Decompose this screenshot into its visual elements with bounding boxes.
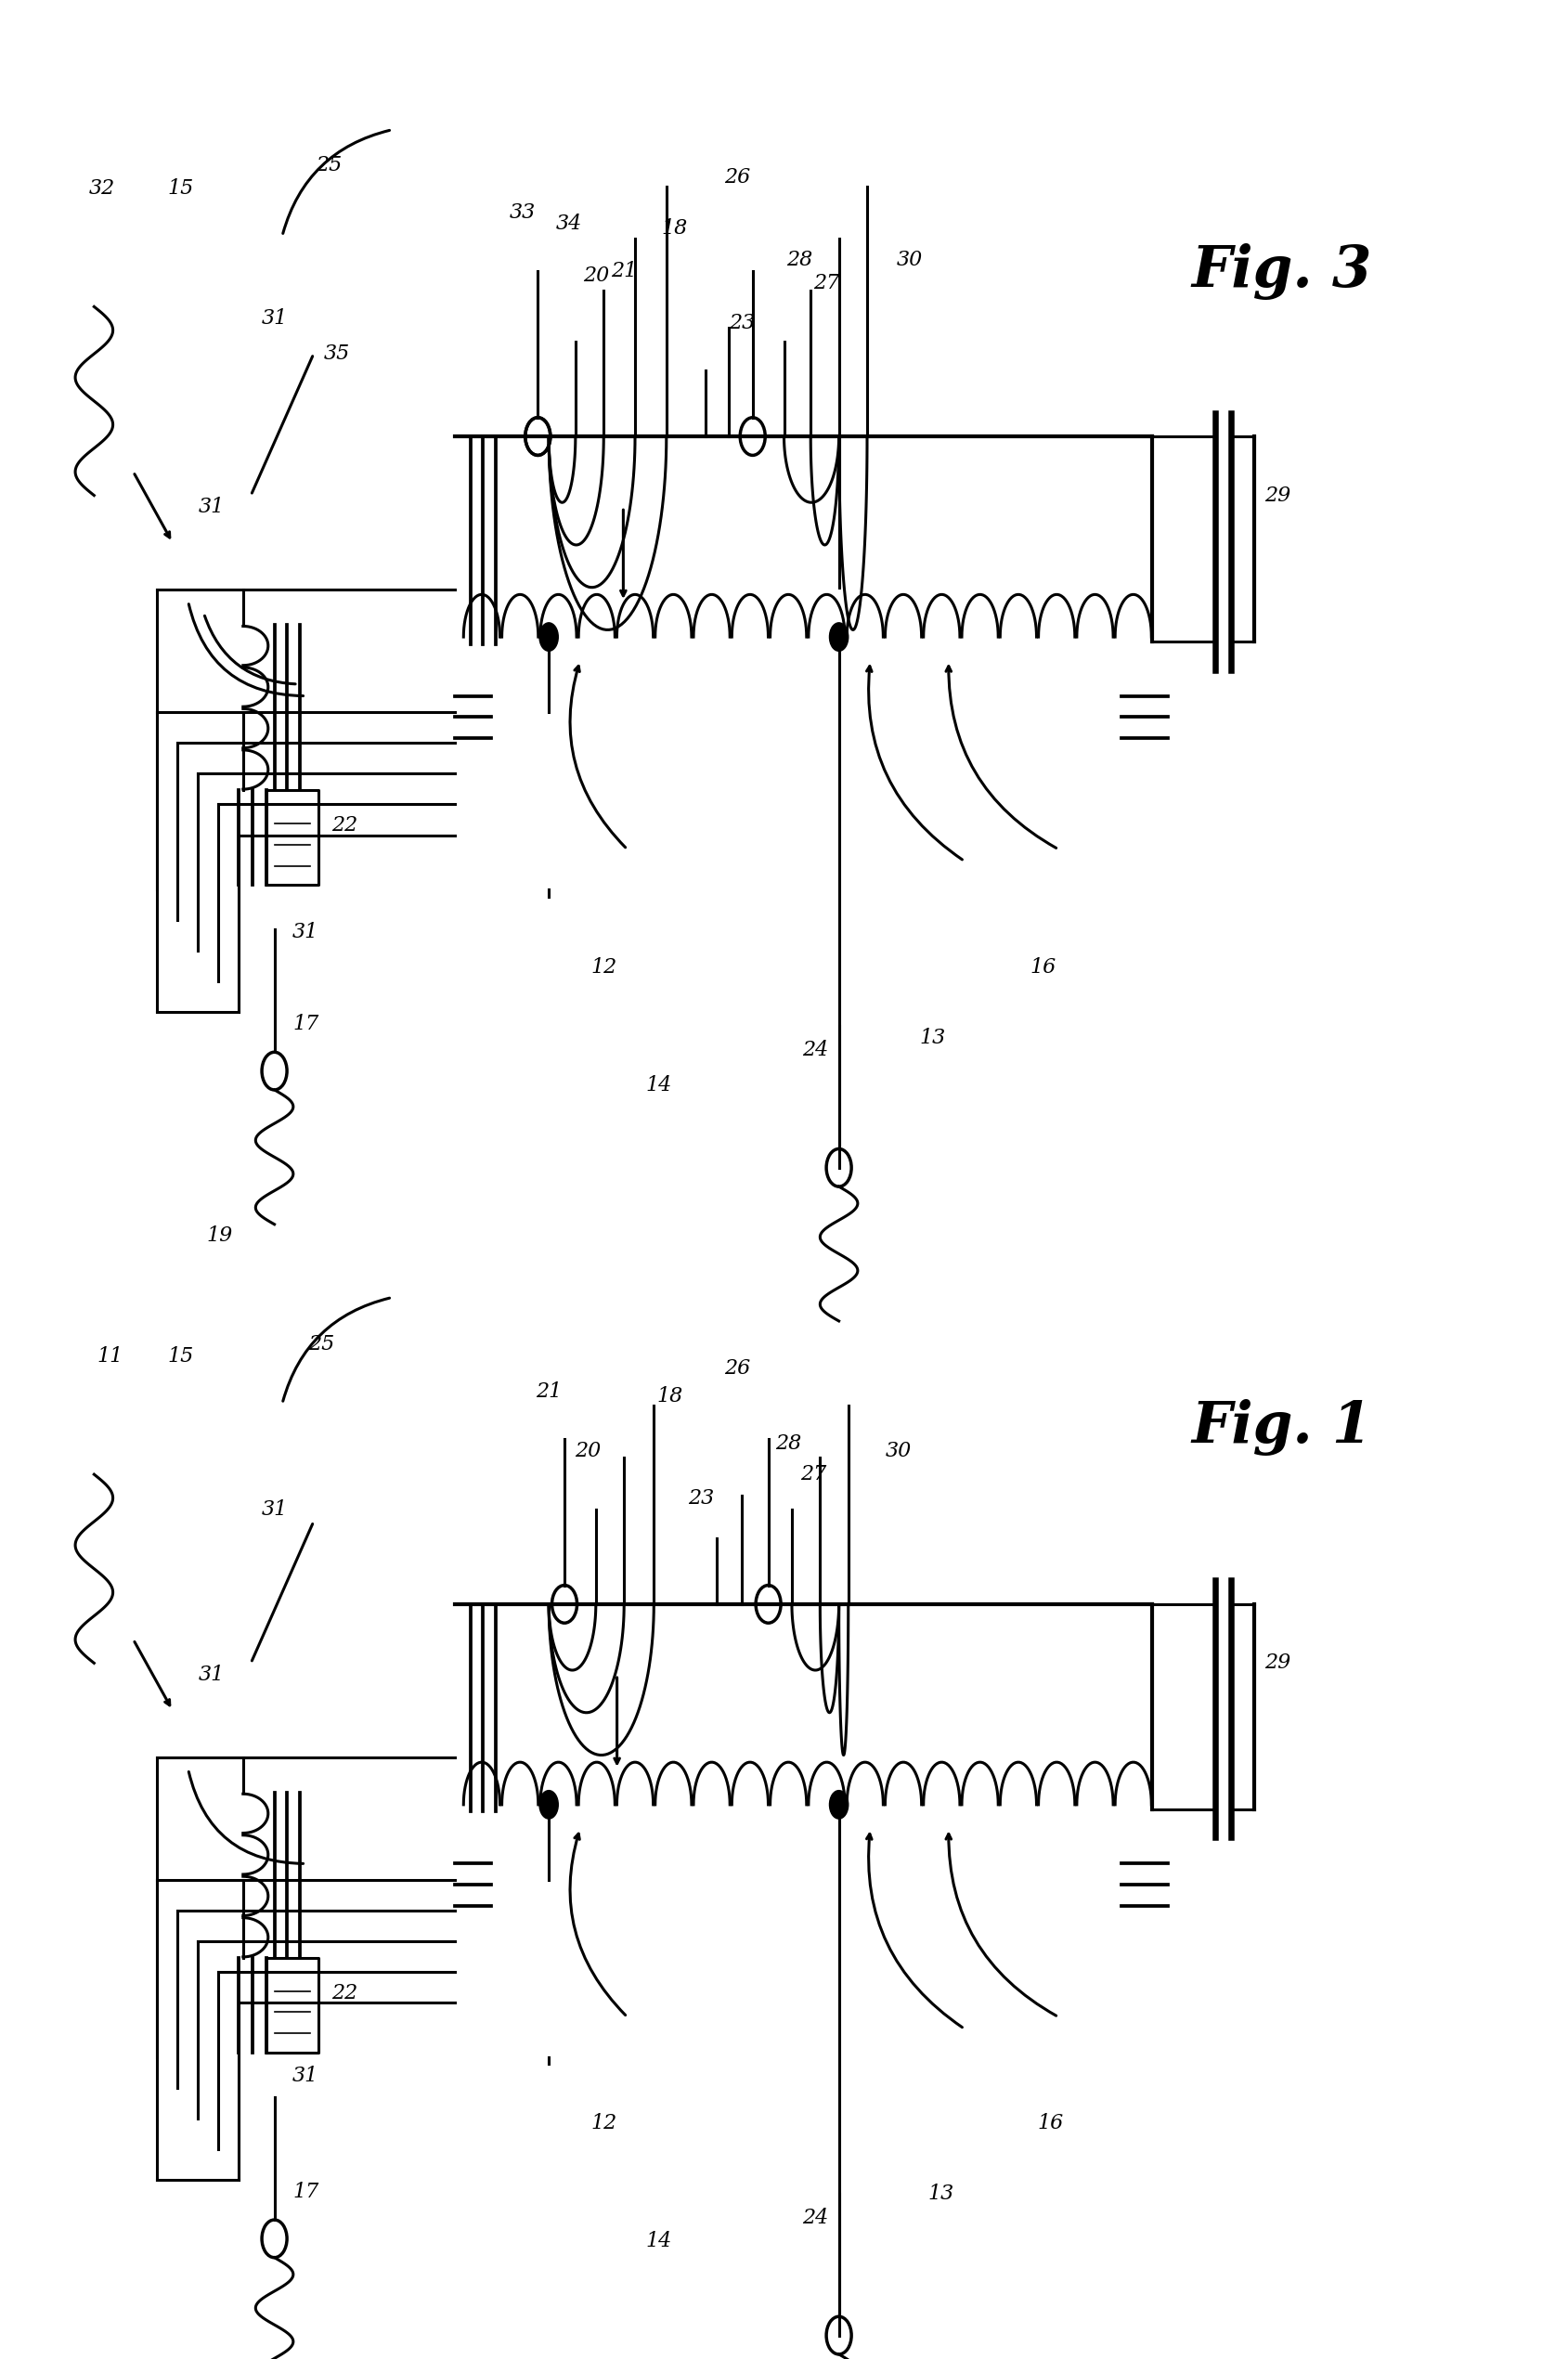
Text: 22: 22 xyxy=(332,816,358,835)
Text: 30: 30 xyxy=(897,250,922,269)
Circle shape xyxy=(539,1790,558,1819)
Text: 12: 12 xyxy=(591,2114,616,2133)
Text: 24: 24 xyxy=(803,1040,828,1059)
Text: 29: 29 xyxy=(1265,1654,1290,1673)
Text: 28: 28 xyxy=(787,250,812,269)
Text: 21: 21 xyxy=(536,1382,561,1401)
Text: 18: 18 xyxy=(657,1387,682,1406)
Text: 26: 26 xyxy=(724,167,750,186)
Text: 31: 31 xyxy=(262,309,287,328)
Text: 17: 17 xyxy=(293,2182,318,2201)
Text: 29: 29 xyxy=(1265,486,1290,505)
Text: 11: 11 xyxy=(97,1347,122,1366)
Text: 27: 27 xyxy=(814,274,839,293)
Text: Fig. 3: Fig. 3 xyxy=(1192,243,1372,300)
Text: 16: 16 xyxy=(1030,958,1055,977)
Text: Fig. 1: Fig. 1 xyxy=(1192,1399,1372,1456)
Text: 35: 35 xyxy=(325,344,350,363)
Text: 34: 34 xyxy=(557,215,582,234)
Text: 25: 25 xyxy=(309,1335,334,1354)
Text: 18: 18 xyxy=(662,219,687,238)
Text: 33: 33 xyxy=(510,203,535,222)
Text: 19: 19 xyxy=(207,1227,232,1246)
Text: 15: 15 xyxy=(168,179,193,198)
Text: 28: 28 xyxy=(776,1434,801,1453)
Text: 25: 25 xyxy=(317,156,342,175)
Text: 31: 31 xyxy=(293,922,318,941)
Text: 20: 20 xyxy=(575,1441,601,1460)
Text: 31: 31 xyxy=(199,498,224,517)
Text: 17: 17 xyxy=(293,1014,318,1033)
Text: 31: 31 xyxy=(293,2066,318,2085)
Text: 24: 24 xyxy=(803,2208,828,2227)
Circle shape xyxy=(829,623,848,651)
Text: 26: 26 xyxy=(724,1359,750,1378)
Text: 30: 30 xyxy=(886,1441,911,1460)
Text: 21: 21 xyxy=(612,262,637,281)
Text: 16: 16 xyxy=(1038,2114,1063,2133)
Text: 14: 14 xyxy=(646,2232,671,2250)
Text: 27: 27 xyxy=(801,1465,826,1484)
Text: 31: 31 xyxy=(262,1500,287,1519)
Text: 12: 12 xyxy=(591,958,616,977)
Text: 14: 14 xyxy=(646,1076,671,1095)
Text: 32: 32 xyxy=(89,179,114,198)
Text: 23: 23 xyxy=(729,314,754,333)
Circle shape xyxy=(539,623,558,651)
Text: 13: 13 xyxy=(928,2184,953,2203)
Text: 20: 20 xyxy=(583,267,608,285)
Text: 31: 31 xyxy=(199,1665,224,1684)
Circle shape xyxy=(829,1790,848,1819)
Text: 23: 23 xyxy=(688,1489,713,1507)
Text: 13: 13 xyxy=(920,1029,946,1047)
Text: 22: 22 xyxy=(332,1984,358,2003)
Text: 15: 15 xyxy=(168,1347,193,1366)
